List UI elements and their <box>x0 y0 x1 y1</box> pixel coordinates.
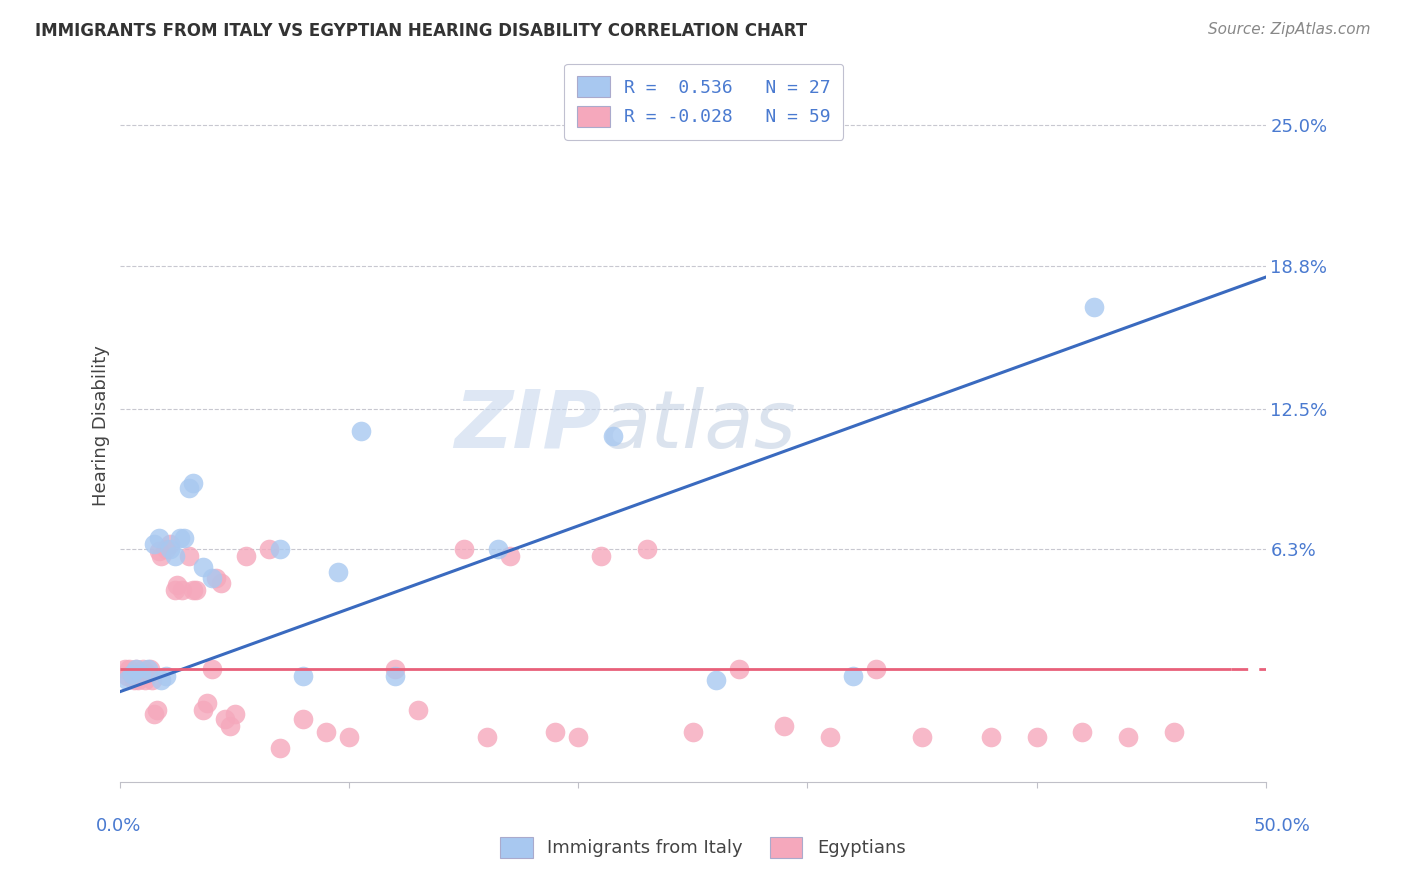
Point <box>636 541 658 556</box>
Point <box>191 560 214 574</box>
Point <box>114 662 136 676</box>
Point <box>125 662 148 676</box>
Point <box>155 541 177 556</box>
Point <box>165 549 187 563</box>
Legend: R =  0.536   N = 27, R = -0.028   N = 59: R = 0.536 N = 27, R = -0.028 N = 59 <box>564 63 844 139</box>
Point <box>159 537 181 551</box>
Point <box>865 662 887 676</box>
Point <box>1071 725 1094 739</box>
Point <box>183 582 205 597</box>
Y-axis label: Hearing Disability: Hearing Disability <box>93 345 110 506</box>
Point <box>498 549 520 563</box>
Point <box>727 662 749 676</box>
Point <box>134 673 156 688</box>
Point <box>1083 300 1105 314</box>
Point <box>315 725 337 739</box>
Point <box>475 730 498 744</box>
Point <box>201 571 224 585</box>
Point <box>150 673 173 688</box>
Point <box>132 662 155 676</box>
Point <box>139 662 162 676</box>
Point <box>337 730 360 744</box>
Point <box>166 578 188 592</box>
Text: ZIP: ZIP <box>454 386 602 465</box>
Text: 0.0%: 0.0% <box>96 817 141 835</box>
Point <box>453 541 475 556</box>
Point <box>195 696 218 710</box>
Point <box>1116 730 1139 744</box>
Point <box>121 666 143 681</box>
Point <box>115 673 138 688</box>
Point <box>224 707 246 722</box>
Point <box>384 669 406 683</box>
Point <box>773 718 796 732</box>
Point <box>136 662 159 676</box>
Point <box>205 571 228 585</box>
Point <box>173 531 195 545</box>
Point <box>183 476 205 491</box>
Text: Source: ZipAtlas.com: Source: ZipAtlas.com <box>1208 22 1371 37</box>
Point <box>145 703 167 717</box>
Point <box>269 741 291 756</box>
Text: 50.0%: 50.0% <box>1254 817 1310 835</box>
Point <box>1025 730 1047 744</box>
Point <box>148 544 170 558</box>
Point <box>544 725 567 739</box>
Point <box>486 541 509 556</box>
Point <box>602 428 624 442</box>
Point <box>406 703 429 717</box>
Point <box>143 537 166 551</box>
Point <box>257 541 280 556</box>
Point <box>842 669 865 683</box>
Point <box>682 725 704 739</box>
Point <box>115 669 138 683</box>
Point <box>177 549 200 563</box>
Point <box>326 565 349 579</box>
Point <box>201 662 224 676</box>
Point <box>820 730 842 744</box>
Text: atlas: atlas <box>602 386 796 465</box>
Point <box>127 673 149 688</box>
Point <box>350 424 373 438</box>
Point <box>177 481 200 495</box>
Point <box>136 666 159 681</box>
Point <box>143 707 166 722</box>
Point <box>155 669 177 683</box>
Point <box>235 549 257 563</box>
Point <box>214 712 236 726</box>
Point <box>129 666 152 681</box>
Point <box>170 582 193 597</box>
Point <box>141 673 163 688</box>
Point <box>150 549 173 563</box>
Point <box>118 662 141 676</box>
Point <box>122 673 145 688</box>
Point <box>148 531 170 545</box>
Point <box>567 730 589 744</box>
Point <box>121 666 143 681</box>
Point <box>184 582 207 597</box>
Point <box>219 718 242 732</box>
Point <box>165 582 187 597</box>
Point <box>384 662 406 676</box>
Point <box>169 531 191 545</box>
Point <box>292 669 315 683</box>
Point <box>591 549 613 563</box>
Point <box>159 541 181 556</box>
Point <box>980 730 1002 744</box>
Point <box>292 712 315 726</box>
Text: IMMIGRANTS FROM ITALY VS EGYPTIAN HEARING DISABILITY CORRELATION CHART: IMMIGRANTS FROM ITALY VS EGYPTIAN HEARIN… <box>35 22 807 40</box>
Point <box>129 666 152 681</box>
Point <box>209 576 232 591</box>
Point <box>191 703 214 717</box>
Point <box>911 730 934 744</box>
Point <box>125 662 148 676</box>
Point <box>1163 725 1185 739</box>
Point <box>704 673 727 688</box>
Legend: Immigrants from Italy, Egyptians: Immigrants from Italy, Egyptians <box>494 830 912 865</box>
Point <box>269 541 291 556</box>
